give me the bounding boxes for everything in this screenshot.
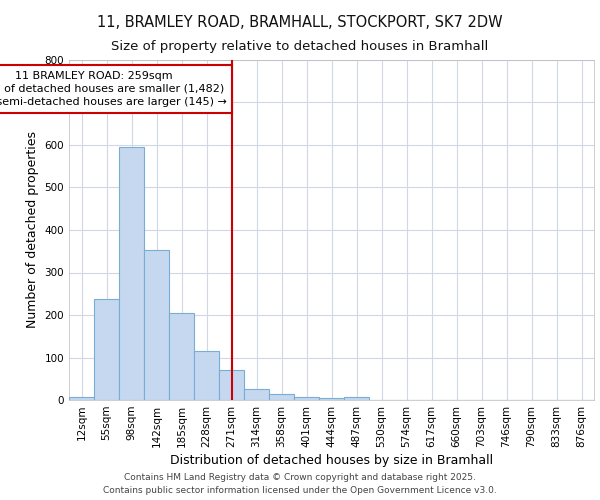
Y-axis label: Number of detached properties: Number of detached properties	[26, 132, 39, 328]
Bar	[269, 394, 294, 400]
Bar	[319, 398, 344, 400]
Text: Size of property relative to detached houses in Bramhall: Size of property relative to detached ho…	[112, 40, 488, 53]
Bar	[219, 370, 244, 400]
Bar	[94, 299, 119, 400]
Bar	[144, 250, 169, 400]
Text: Contains HM Land Registry data © Crown copyright and database right 2025.: Contains HM Land Registry data © Crown c…	[124, 474, 476, 482]
Bar	[244, 388, 269, 400]
Text: Contains public sector information licensed under the Open Government Licence v3: Contains public sector information licen…	[103, 486, 497, 495]
Text: 11, BRAMLEY ROAD, BRAMHALL, STOCKPORT, SK7 2DW: 11, BRAMLEY ROAD, BRAMHALL, STOCKPORT, S…	[97, 15, 503, 30]
Text: 11 BRAMLEY ROAD: 259sqm
← 91% of detached houses are smaller (1,482)
9% of semi-: 11 BRAMLEY ROAD: 259sqm ← 91% of detache…	[0, 70, 227, 107]
Bar	[119, 147, 144, 400]
Bar	[194, 351, 219, 400]
Bar	[344, 396, 369, 400]
Bar	[69, 396, 94, 400]
Bar	[169, 313, 194, 400]
X-axis label: Distribution of detached houses by size in Bramhall: Distribution of detached houses by size …	[170, 454, 493, 467]
Bar	[294, 398, 319, 400]
